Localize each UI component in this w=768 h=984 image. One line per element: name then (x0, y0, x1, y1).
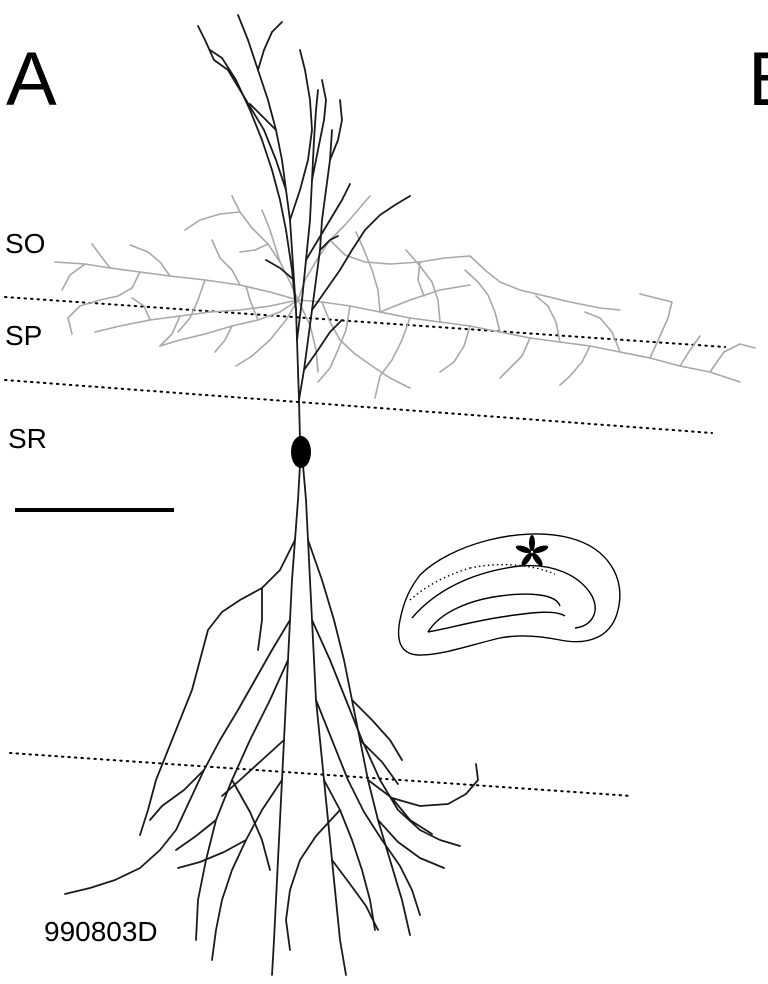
scale-bar (15, 508, 174, 512)
boundary-sr-slm (9, 752, 633, 797)
hippocampus-inset (397, 533, 621, 656)
panel-label-next: B (748, 42, 768, 118)
asterisk-icon (515, 535, 549, 566)
hippocampus-outline (397, 533, 621, 656)
layer-boundaries (4, 296, 726, 797)
boundary-sp-sr (4, 379, 713, 434)
layer-label-so: SO (5, 228, 46, 259)
boundary-so-sp (4, 296, 726, 348)
panel-label: A (6, 37, 57, 122)
basal-dendrites (54, 195, 756, 399)
soma (291, 436, 311, 468)
layer-label-sr: SR (8, 423, 47, 454)
cell-id-label: 990803D (44, 916, 158, 947)
layer-label-sp: SP (5, 320, 43, 351)
apical-dendrites (64, 14, 479, 976)
